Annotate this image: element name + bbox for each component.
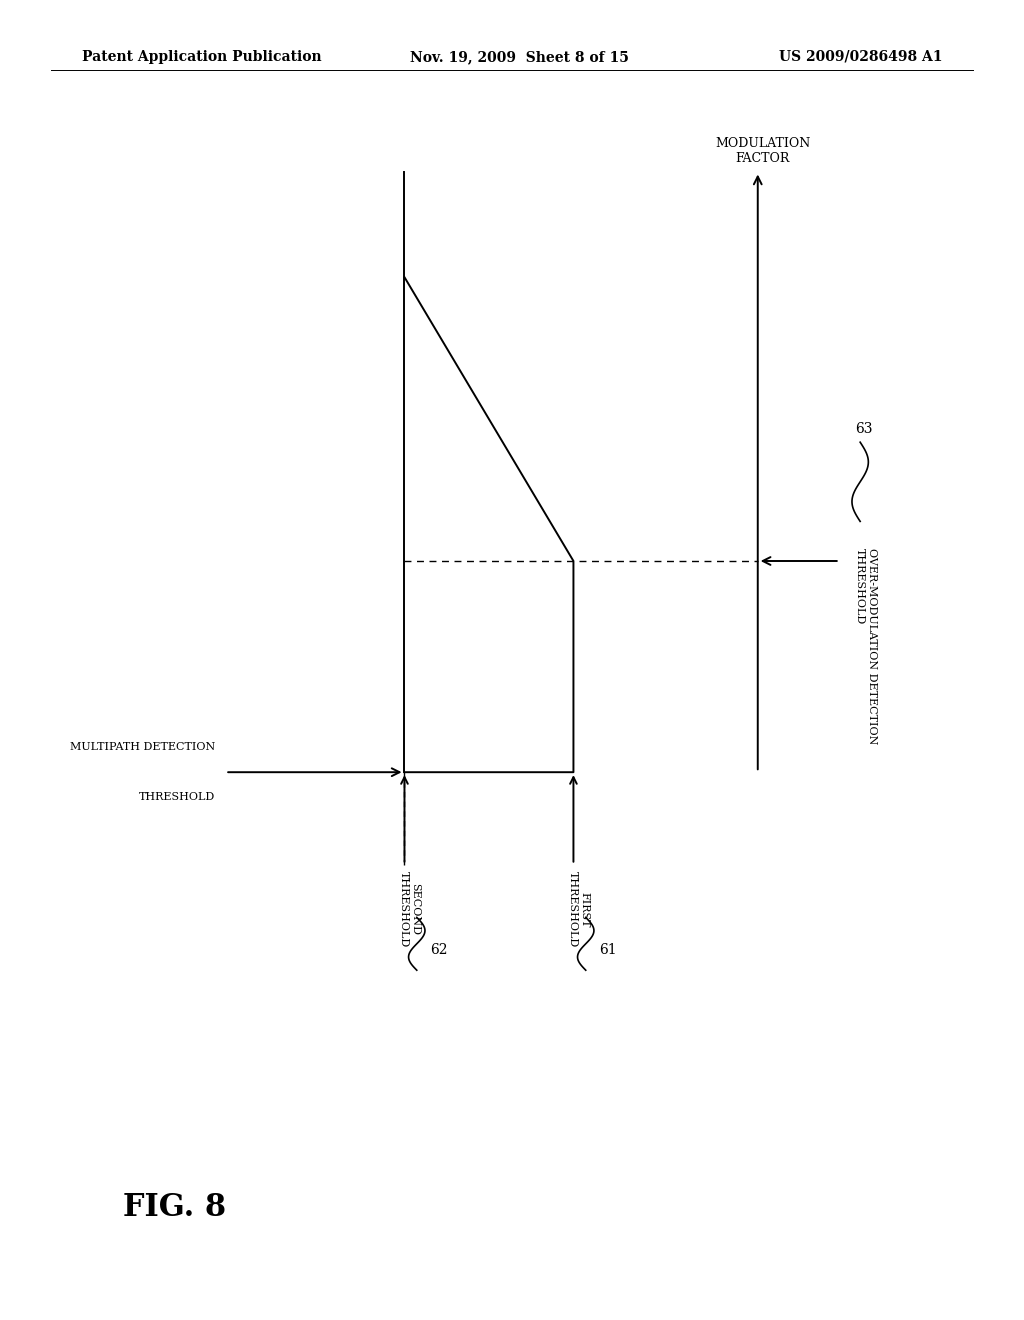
Text: THRESHOLD: THRESHOLD: [139, 792, 215, 803]
Text: MULTIPATH DETECTION: MULTIPATH DETECTION: [70, 742, 215, 752]
Text: 61: 61: [599, 944, 616, 957]
Text: 63: 63: [855, 422, 872, 436]
Text: US 2009/0286498 A1: US 2009/0286498 A1: [778, 50, 942, 63]
Text: Nov. 19, 2009  Sheet 8 of 15: Nov. 19, 2009 Sheet 8 of 15: [410, 50, 629, 63]
Text: 62: 62: [430, 944, 447, 957]
Text: FIG. 8: FIG. 8: [123, 1192, 226, 1224]
Text: MODULATION
FACTOR: MODULATION FACTOR: [715, 137, 811, 165]
Text: Patent Application Publication: Patent Application Publication: [82, 50, 322, 63]
Text: OVER-MODULATION DETECTION
THRESHOLD: OVER-MODULATION DETECTION THRESHOLD: [855, 548, 877, 744]
Text: SECOND
THRESHOLD: SECOND THRESHOLD: [398, 871, 421, 948]
Text: FIRST
THRESHOLD: FIRST THRESHOLD: [567, 871, 590, 948]
